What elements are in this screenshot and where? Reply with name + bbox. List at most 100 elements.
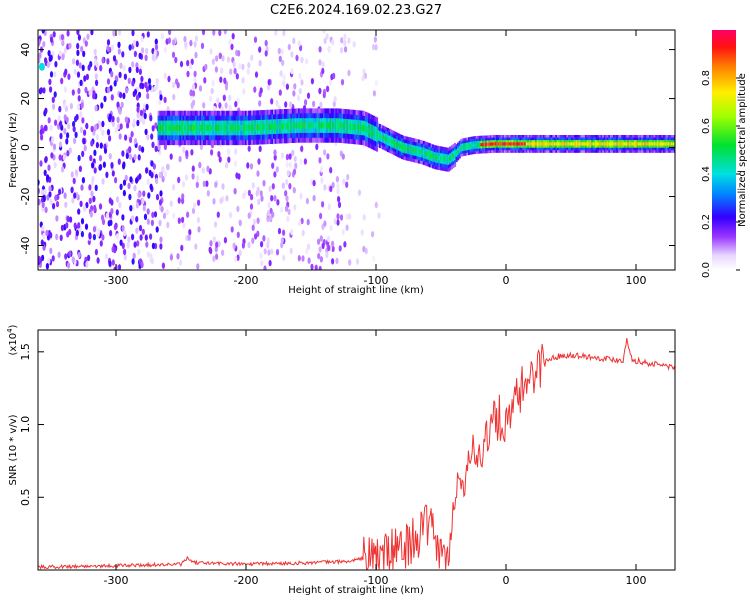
spectrogram-ridge-cell [263,124,266,131]
spectrogram-cell [133,138,138,145]
spectrogram-cell [110,162,114,169]
spectrogram-cell [236,205,240,213]
spectrogram-ridge-cell [596,142,599,146]
spectrogram-ridge-cell [234,124,237,131]
spectrogram-cell [223,77,227,84]
spectrogram-cell [131,258,135,265]
spectrogram-ridge-cell [201,124,204,131]
spectrogram-ridge-cell [206,124,209,131]
spectrogram-ridge-cell [230,124,233,131]
spectrogram-cell [119,62,123,69]
spectrogram-ridge-cell [218,124,221,131]
spectrogram-ridge-cell [184,124,187,131]
spectrogram-cell [209,95,213,102]
spectrogram-cell [106,129,111,136]
spectrogram-cell [267,202,271,209]
spectrogram-ridge-cell [212,124,215,131]
spectrogram-cell [121,150,125,157]
spectrogram-ridge-cell [407,146,410,151]
spectrogram-cell [139,109,143,117]
spectrogram-cell [135,66,139,74]
spectrogram-cell [220,67,224,74]
spectrogram-cell [49,71,54,78]
spectrogram-ridge-cell [181,124,184,131]
spectrogram-cell [288,161,292,169]
spectrogram-ridge-cell [522,142,525,146]
spectrogram-ridge-cell [352,123,355,130]
spectrogram-cell [147,192,151,199]
spectrogram-cell [221,249,225,256]
spectrogram-cell [193,76,197,84]
spectrogram-cell [223,237,227,244]
spectrogram-cell [176,253,180,260]
spectrogram-cell [252,218,257,226]
spectrogram-cell [214,66,218,73]
spectrogram-cell [141,47,145,54]
spectrogram-ridge-cell [319,122,322,129]
spectrogram-cell [96,257,100,264]
spectrogram-cell [130,131,134,138]
spectrogram-ridge-cell [349,123,352,130]
spectrogram-cell [72,120,76,128]
spectrogram-cell [211,80,215,87]
spectrogram-cell [150,133,154,140]
spectrogram-cell [146,92,150,100]
spectrogram-cell [246,68,250,75]
spectrogram-cell [155,177,159,185]
spectrogram-x-tick-label: -200 [234,274,259,287]
spectrogram-cell [140,35,144,43]
spectrogram-cell [299,158,303,165]
spectrogram-ridge-cell [290,122,293,129]
spectrogram-cell [166,163,170,171]
spectrogram-ridge-cell [622,142,625,146]
spectrogram-cell [114,177,118,184]
spectrogram-cell [47,164,51,171]
spectrogram-cell [322,30,326,34]
spectrogram-cell [149,253,153,260]
spectrogram-cell [266,237,270,244]
spectrogram-cell [262,235,266,242]
spectrogram-cell [335,176,339,183]
spectrogram-cell [343,241,347,248]
spectrogram-cell [188,63,193,70]
spectrogram-cell [74,115,78,123]
spectrogram-ridge-cell [588,142,591,146]
spectrogram-cell [136,240,140,247]
spectrogram-cell [160,33,164,40]
spectrogram-cell [306,92,311,99]
spectrogram-cell [271,183,275,190]
spectrogram-cell [63,192,67,199]
spectrogram-cell [345,181,349,188]
spectrogram-ridge-cell [210,124,213,131]
spectrogram-cell [121,214,125,221]
spectrogram-cell [162,212,167,219]
spectrogram-cell [259,87,263,94]
spectrogram-ridge-cell [402,145,405,150]
spectrogram-cell [131,30,135,37]
spectrogram-cell [191,83,196,91]
spectrogram-ridge-cell [399,144,402,149]
spectrogram-cell [63,128,67,135]
spectrogram-cell [372,255,376,262]
spectrogram-cell [347,69,351,77]
spectrogram-cell [287,208,291,215]
spectrogram-cell [83,129,87,136]
spectrogram-cell [38,52,42,59]
spectrogram-cell [286,215,290,223]
spectrogram-cell [336,213,340,220]
spectrogram-ridge-cell [285,123,288,130]
spectrogram-cell [125,87,129,94]
spectrogram-ridge-cell [666,142,669,146]
spectrogram-cell [181,181,186,188]
spectrogram-cell [317,252,321,260]
spectrogram-cell [68,250,72,257]
spectrogram-cell [155,50,160,57]
spectrogram-cell [129,176,133,183]
spectrogram-cell [116,116,120,124]
spectrogram-ridge-cell [421,150,424,155]
spectrogram-cell [231,33,235,40]
spectrogram-ridge-cell [542,142,545,146]
spectrogram-ridge-cell [405,146,408,151]
spectrogram-cell [279,70,283,77]
spectrogram-cell [40,134,44,141]
